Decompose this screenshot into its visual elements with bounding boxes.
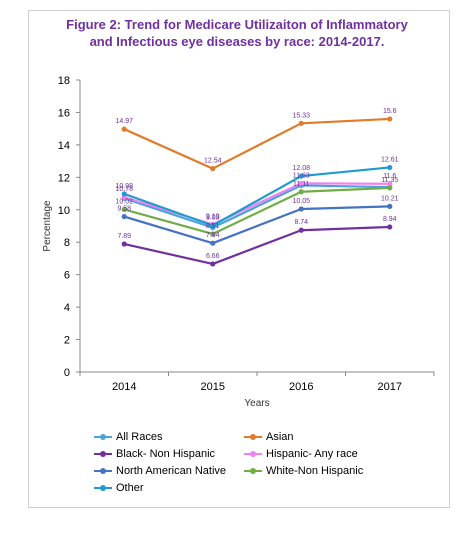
data-label: 10.98: [115, 183, 133, 190]
series-line: [124, 225, 390, 266]
data-label: 12.08: [292, 165, 310, 172]
x-tick-label: 2017: [378, 381, 402, 393]
legend-label: Asian: [266, 431, 294, 443]
y-tick-label: 16: [58, 107, 70, 119]
y-tick-label: 4: [64, 302, 70, 314]
data-point: [387, 116, 393, 122]
legend-marker: [100, 468, 106, 474]
data-label: 7.94: [206, 232, 220, 239]
data-point: [121, 241, 127, 247]
x-tick-label: 2015: [201, 381, 225, 393]
legend-label: Other: [116, 482, 144, 494]
y-tick-label: 14: [58, 140, 70, 152]
legend-marker: [100, 434, 106, 440]
legend-label: All Races: [116, 431, 163, 443]
y-tick-label: 18: [58, 75, 70, 87]
data-label: 9.58: [117, 206, 131, 213]
data-point: [210, 231, 216, 237]
legend-label: Black- Non Hispanic: [116, 448, 216, 460]
y-axis-title: Percentage: [42, 200, 53, 252]
data-label: 6.66: [206, 253, 220, 260]
series-line: [123, 184, 390, 229]
data-point: [387, 164, 393, 171]
legend-marker: [250, 451, 256, 457]
data-label: 11.63: [293, 172, 310, 179]
data-point: [210, 261, 216, 267]
chart-title-line-2: and Infectious eye diseases by race: 201…: [89, 34, 385, 49]
data-label: 10.21: [381, 195, 399, 202]
legend-label: North American Native: [116, 465, 227, 477]
series-line: [123, 186, 390, 236]
data-label: 10.05: [292, 198, 310, 205]
legend-marker: [250, 434, 256, 440]
data-point: [298, 180, 304, 186]
data-point: [298, 206, 304, 212]
x-tick-label: 2014: [112, 381, 136, 393]
data-label: 10.78: [115, 186, 133, 193]
x-tick-label: 2016: [289, 381, 313, 393]
data-label: 7.89: [117, 233, 131, 240]
data-label: 9.10: [206, 213, 220, 220]
data-label: 9.03: [206, 215, 220, 222]
legend-marker: [100, 485, 106, 491]
data-label: 14.97: [115, 118, 133, 125]
data-point: [298, 173, 304, 179]
data-point: [298, 227, 304, 233]
data-point: [210, 165, 216, 172]
legend-label: White-Non Hispanic: [266, 465, 364, 477]
data-label: 15.33: [292, 112, 310, 119]
series-line: [123, 166, 390, 227]
y-tick-label: 10: [58, 205, 70, 217]
data-point: [298, 189, 304, 195]
data-label: 8.94: [383, 216, 397, 223]
y-tick-label: 8: [64, 237, 70, 249]
data-label: 11.35: [381, 177, 398, 184]
data-point: [121, 126, 127, 132]
data-label: 11.6: [383, 173, 396, 180]
legend-label: Hispanic- Any race: [266, 448, 358, 460]
legend-marker: [250, 468, 256, 474]
data-point: [121, 206, 127, 213]
data-label: 11.11: [293, 181, 310, 188]
data-point: [121, 213, 127, 220]
chart-title: Figure 2: Trend for Medicare Utilizaiton…: [48, 16, 426, 50]
data-label: 10.02: [115, 198, 133, 205]
data-label: 15.6: [383, 108, 397, 115]
x-axis-title: Years: [244, 398, 269, 409]
y-tick-label: 2: [64, 335, 70, 347]
y-tick-label: 12: [58, 172, 70, 184]
data-point: [298, 120, 304, 126]
data-point: [210, 222, 216, 229]
data-point: [387, 224, 393, 230]
data-point: [387, 181, 393, 187]
data-label: 12.61: [381, 156, 399, 163]
y-tick-label: 6: [64, 270, 70, 282]
data-point: [387, 185, 393, 191]
chart-frame: [28, 10, 450, 508]
legend-marker: [100, 451, 106, 457]
data-point: [121, 191, 127, 197]
y-tick-label: 0: [64, 367, 70, 379]
chart-title-line-1: Figure 2: Trend for Medicare Utilizaiton…: [66, 17, 408, 32]
series-line: [123, 117, 390, 170]
series-line: [123, 205, 390, 245]
data-label: 8.74: [294, 219, 308, 226]
data-label: 8.51: [206, 223, 220, 230]
data-point: [387, 203, 393, 209]
data-label: 12.54: [204, 158, 222, 165]
data-point: [210, 240, 216, 246]
